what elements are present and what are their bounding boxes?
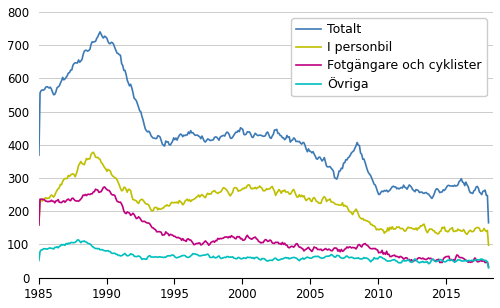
Fotgängare och cyklister (486, 265, 492, 269)
Totalt (286, 135, 292, 139)
I personbil (486, 243, 492, 247)
I personbil (36, 222, 42, 226)
Övriga (272, 256, 278, 260)
Line: I personbil: I personbil (39, 152, 488, 245)
Legend: Totalt, I personbil, Fotgängare och cyklister, Övriga: Totalt, I personbil, Fotgängare och cykl… (291, 18, 487, 96)
I personbil (272, 193, 278, 197)
Fotgängare och cyklister (298, 245, 304, 249)
Fotgängare och cyklister (102, 185, 107, 189)
Övriga (174, 256, 180, 260)
Line: Fotgängare och cyklister: Fotgängare och cyklister (39, 187, 488, 267)
I personbil (254, 187, 260, 191)
I personbil (388, 227, 394, 231)
I personbil (298, 195, 304, 199)
I personbil (286, 192, 292, 196)
I personbil (90, 150, 96, 154)
Övriga (486, 266, 492, 270)
Fotgängare och cyklister (272, 240, 278, 244)
Övriga (286, 257, 292, 261)
Totalt (254, 133, 260, 136)
I personbil (174, 200, 180, 204)
Totalt (298, 141, 304, 145)
Line: Totalt: Totalt (39, 32, 488, 223)
Övriga (298, 257, 304, 261)
Fotgängare och cyklister (174, 236, 180, 240)
Totalt (36, 153, 42, 157)
Fotgängare och cyklister (36, 223, 42, 227)
Fotgängare och cyklister (286, 246, 292, 250)
Totalt (272, 128, 278, 132)
Övriga (388, 259, 394, 262)
Fotgängare och cyklister (254, 237, 260, 241)
Övriga (76, 238, 82, 242)
Totalt (388, 187, 394, 190)
Totalt (486, 221, 492, 225)
Totalt (97, 30, 103, 34)
Totalt (174, 138, 180, 142)
Övriga (36, 259, 42, 262)
Övriga (254, 255, 260, 259)
Line: Övriga: Övriga (39, 240, 488, 268)
Fotgängare och cyklister (388, 255, 394, 258)
